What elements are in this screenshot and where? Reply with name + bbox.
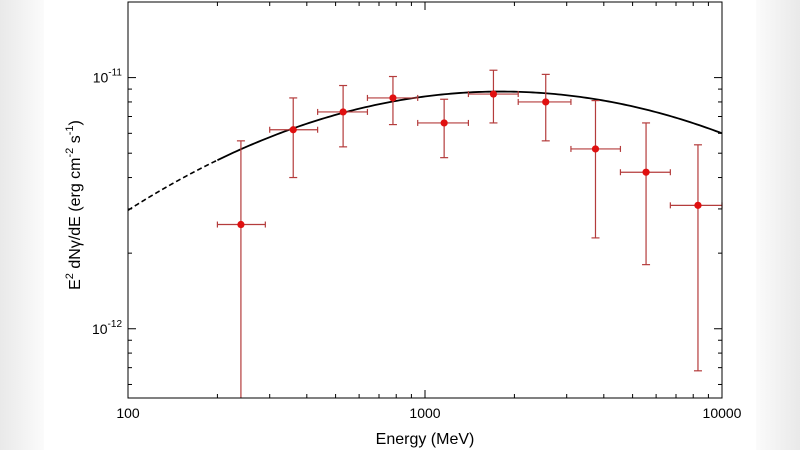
data-point xyxy=(237,220,245,229)
y-axis-label-part: -2 xyxy=(64,148,76,158)
right-margin-shade xyxy=(756,0,800,450)
y-tick-label: 10-11 xyxy=(93,68,123,86)
y-axis-label-part: E xyxy=(67,279,84,290)
data-point xyxy=(694,201,702,209)
plot-frame xyxy=(127,1,723,399)
data-point-group xyxy=(570,99,622,239)
y-axis-label-part: s xyxy=(67,135,84,147)
data-point xyxy=(339,108,347,116)
model-curve-dashed xyxy=(127,159,218,211)
y-axis-label-part: ) xyxy=(67,120,84,125)
data-point-group xyxy=(619,122,671,266)
data-point xyxy=(389,94,397,102)
data-point xyxy=(642,168,650,176)
data-point-group xyxy=(269,97,319,179)
y-axis-label: E2 dNγ/dE (erg cm-2 s-1) xyxy=(64,120,84,290)
data-point xyxy=(440,119,448,127)
data-point-group xyxy=(467,69,519,124)
data-point-group xyxy=(517,73,572,142)
y-axis-label-part: 2 xyxy=(64,273,76,279)
model-curve xyxy=(217,90,723,161)
left-margin-shade xyxy=(0,0,44,450)
y-axis-label-part: γ xyxy=(67,240,84,248)
y-tick-label-exponent: -12 xyxy=(108,319,123,330)
data-point-group xyxy=(417,98,470,159)
x-tick-label: 100 xyxy=(116,405,140,421)
y-tick-label-base: 10 xyxy=(93,70,109,86)
x-tick-label: 10000 xyxy=(703,405,742,421)
y-tick-label: 10-12 xyxy=(92,319,122,337)
x-tick-label: 1000 xyxy=(409,405,440,421)
y-axis-label-part: dN xyxy=(67,248,84,273)
data-point-group xyxy=(366,75,419,126)
data-point xyxy=(591,145,600,153)
data-point xyxy=(489,90,498,98)
y-tick-label-exponent: -11 xyxy=(108,68,122,79)
data-point xyxy=(289,126,297,134)
y-tick-label-base: 10 xyxy=(92,321,108,337)
data-point-group xyxy=(216,140,266,398)
y-axis-label-part: /dE (erg cm xyxy=(67,157,84,240)
data-point-group xyxy=(317,84,369,148)
data-point-group xyxy=(669,144,723,372)
y-axis-label-part: -1 xyxy=(64,125,76,135)
plot-layer xyxy=(127,69,723,398)
x-axis-label: Energy (MeV) xyxy=(376,431,475,448)
data-point xyxy=(542,98,550,106)
